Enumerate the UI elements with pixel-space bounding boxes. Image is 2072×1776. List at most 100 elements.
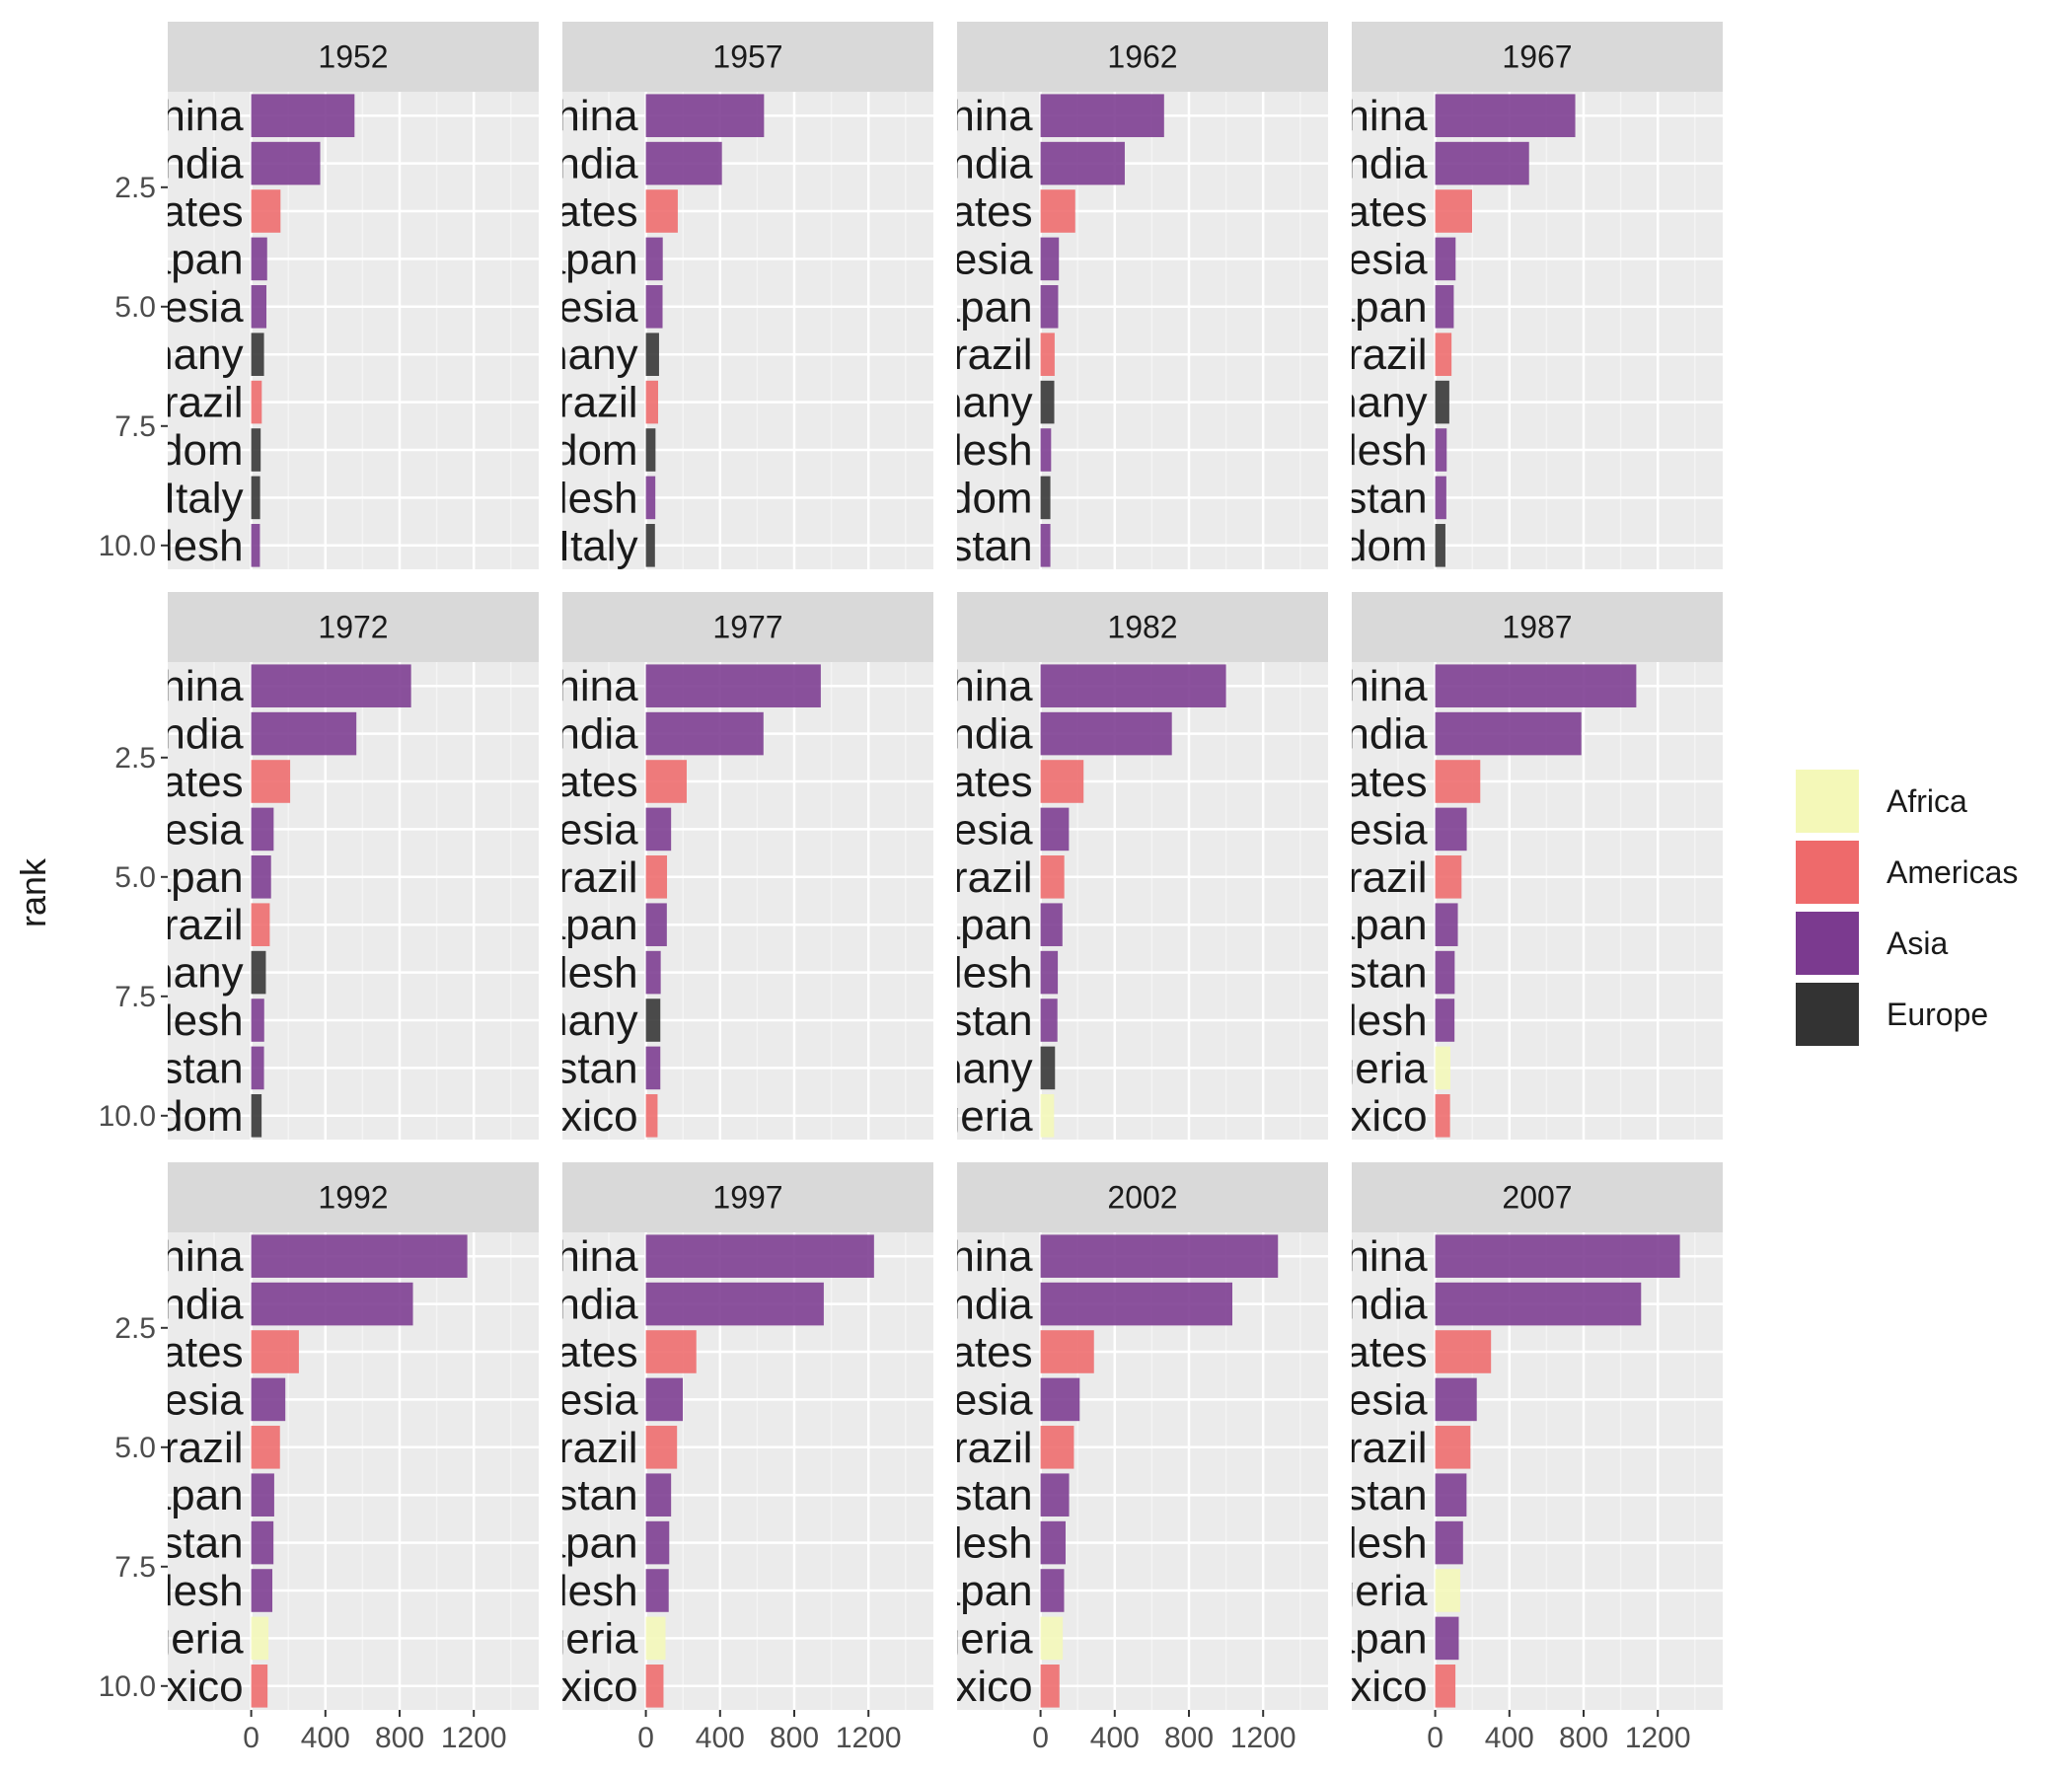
country-label: States	[120, 187, 244, 236]
bar-group	[251, 94, 355, 567]
facet-strip-label: 1957	[712, 39, 782, 75]
country-label: China	[1314, 662, 1428, 710]
bar-2	[645, 141, 722, 185]
bar-5	[1435, 1426, 1471, 1469]
facet-strip	[1352, 1162, 1723, 1232]
bar-4	[645, 237, 663, 281]
country-label: States	[515, 758, 638, 806]
bar-10	[645, 1094, 658, 1138]
bar-7	[1435, 950, 1455, 995]
bar-8	[645, 428, 656, 472]
bar-9	[645, 1046, 661, 1090]
x-tick-label: 800	[1559, 1722, 1608, 1754]
country-label: Brazil	[1319, 331, 1428, 379]
y-tick-label: 7.5	[114, 981, 156, 1013]
facet-strip-label: 2007	[1502, 1180, 1572, 1216]
bar-1	[251, 664, 411, 707]
y-tick-label: 5.0	[114, 861, 156, 894]
facet-strip-label: 1992	[318, 1180, 388, 1216]
bar-4	[645, 807, 672, 851]
bar-6	[1435, 333, 1452, 376]
bar-6	[1040, 333, 1055, 376]
bar-group	[645, 1234, 874, 1708]
country-label: ladesh	[510, 474, 638, 522]
country-label: akistan	[1290, 1471, 1427, 1519]
bar-4	[1435, 237, 1456, 281]
country-label: onesia	[115, 1375, 244, 1424]
bar-3	[251, 760, 291, 803]
bar-8	[1435, 1569, 1460, 1612]
facet-panel-1982: 1982 ChinaIndiaStatesonesiaBrazilJapanlad…	[905, 592, 1328, 1140]
country-label: India	[544, 140, 638, 188]
country-label: India	[938, 710, 1033, 759]
country-labels: ChinaIndiaStatesonesiaBrazilJapanladeshe…	[493, 662, 638, 1141]
country-labels: ChinaIndiaStatesonesiaBrazilakistanlades…	[910, 1232, 1033, 1710]
country-label: India	[1333, 1281, 1428, 1329]
bar-3	[1040, 1330, 1094, 1373]
bar-9	[1040, 1046, 1056, 1090]
country-label: States	[515, 187, 638, 236]
country-label: ermany	[493, 997, 638, 1045]
facet-strip	[1352, 22, 1723, 92]
bar-3	[1040, 189, 1075, 233]
country-label: India	[938, 140, 1033, 188]
bar-8	[251, 999, 264, 1042]
bar-8	[1040, 428, 1052, 472]
bar-group	[1040, 664, 1226, 1138]
legend-label: Africa	[1887, 783, 1967, 819]
country-label: China	[920, 92, 1033, 140]
bar-7	[1435, 380, 1449, 424]
facet-strip	[957, 22, 1328, 92]
country-label: China	[525, 1232, 638, 1281]
facet-strip	[168, 22, 539, 92]
country-label: onesia	[510, 805, 638, 853]
country-label: Mexico	[106, 1663, 243, 1711]
y-tick-label: 5.0	[114, 291, 156, 324]
country-label: ermany	[99, 949, 244, 998]
country-label: ngdom	[900, 474, 1033, 522]
bar-7	[251, 380, 262, 424]
bar-2	[251, 1282, 413, 1326]
country-labels: ChinaIndiaStatesonesiaBrazilakistanlades…	[1290, 1232, 1428, 1710]
country-label: akistan	[106, 1044, 243, 1092]
bar-5	[1040, 285, 1059, 329]
country-label: Brazil	[925, 853, 1033, 902]
bar-group	[1040, 94, 1164, 567]
country-label: India	[149, 140, 244, 188]
bar-7	[1040, 380, 1055, 424]
country-label: India	[1333, 140, 1428, 188]
country-label: akistan	[500, 1044, 637, 1092]
bar-5	[251, 285, 267, 329]
bar-2	[1435, 711, 1582, 756]
y-tick-label: 7.5	[114, 410, 156, 443]
bar-2	[645, 1282, 824, 1326]
legend-label: Asia	[1887, 925, 1948, 961]
legend-label: Europe	[1887, 997, 1988, 1032]
country-label: ladesh	[1299, 426, 1428, 475]
country-label: Mexico	[500, 1092, 637, 1141]
country-label: Nigeria	[106, 1614, 244, 1663]
bar-8	[1040, 999, 1058, 1042]
bar-8	[1435, 999, 1455, 1042]
country-labels: ChinaIndiaStatesonesiaBrazilakistanJapan…	[525, 1232, 638, 1710]
facet-strip-label: 1987	[1502, 610, 1572, 645]
country-label: ladesh	[115, 522, 244, 570]
bar-6	[1040, 1473, 1070, 1517]
country-label: India	[938, 1281, 1033, 1329]
bar-2	[251, 141, 321, 185]
country-label: akistan	[1290, 949, 1427, 998]
country-label: ladesh	[905, 949, 1033, 998]
facet-strip	[957, 1162, 1328, 1232]
bar-5	[645, 1426, 678, 1469]
country-label: Japan	[915, 901, 1033, 949]
facet-panel-1987: 1987 ChinaIndiaStatesonesiaBrazilJapanaki…	[1290, 592, 1723, 1140]
country-label: Brazil	[1319, 853, 1428, 902]
country-label: States	[910, 1328, 1033, 1376]
bar-8	[645, 999, 661, 1042]
bar-1	[645, 94, 765, 137]
facet-panel-1967: 1967 ChinaIndiaStatesonesiaJapanBrazilerm…	[1299, 22, 1723, 569]
country-label: onesia	[905, 235, 1033, 283]
bar-group	[1435, 1234, 1680, 1708]
bar-3	[1435, 189, 1473, 233]
country-label: Brazil	[530, 379, 638, 427]
